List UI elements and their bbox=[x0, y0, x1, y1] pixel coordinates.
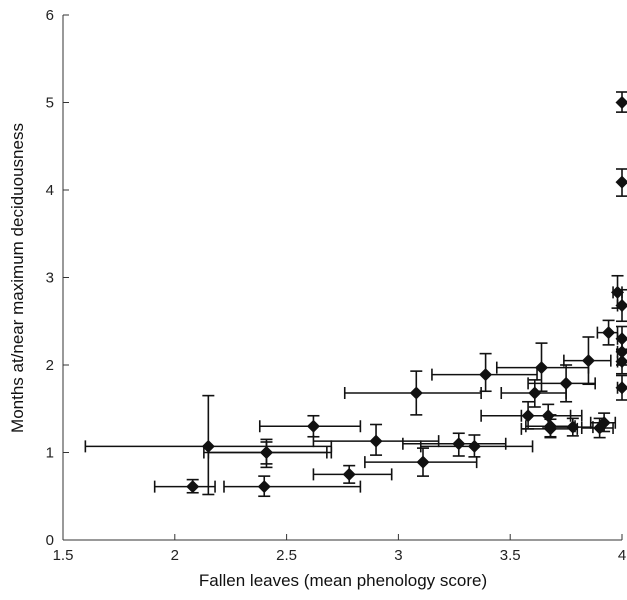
data-point bbox=[602, 326, 616, 340]
data-point bbox=[369, 434, 383, 448]
data-point bbox=[615, 332, 627, 346]
data-point bbox=[566, 420, 580, 434]
error-bars bbox=[84, 91, 627, 498]
y-tick-label: 1 bbox=[46, 445, 54, 462]
x-tick-label: 3 bbox=[394, 547, 402, 564]
data-point bbox=[528, 386, 542, 400]
x-axis-label: Fallen leaves (mean phenology score) bbox=[199, 571, 487, 590]
x-tick-label: 4 bbox=[618, 547, 626, 564]
y-axis-label: Months at/near maximum deciduousness bbox=[8, 123, 27, 433]
y-tick-label: 4 bbox=[46, 182, 54, 199]
data-point bbox=[581, 354, 595, 368]
data-point bbox=[452, 437, 466, 451]
data-point bbox=[409, 386, 423, 400]
data-point bbox=[257, 480, 271, 494]
data-point bbox=[597, 416, 611, 430]
x-tick-label: 1.5 bbox=[53, 547, 74, 564]
y-tick-label: 0 bbox=[46, 532, 54, 549]
x-tick-label: 2 bbox=[171, 547, 179, 564]
data-point bbox=[306, 419, 320, 433]
data-point bbox=[535, 361, 549, 375]
data-point bbox=[342, 467, 356, 481]
axis-labels: Fallen leaves (mean phenology score) Mon… bbox=[8, 123, 487, 590]
data-point bbox=[615, 96, 627, 109]
data-point bbox=[259, 446, 273, 459]
y-tick-label: 3 bbox=[46, 270, 54, 287]
data-point bbox=[201, 439, 215, 453]
axes: 1.5 2 2.5 3 3.5 4 0 1 2 3 4 5 6 bbox=[46, 7, 627, 564]
data-point bbox=[615, 345, 627, 359]
data-point bbox=[479, 368, 493, 382]
data-point bbox=[615, 299, 627, 312]
y-tick-label: 5 bbox=[46, 95, 54, 112]
data-point bbox=[615, 355, 627, 368]
data-point bbox=[416, 455, 430, 469]
data-point bbox=[543, 422, 557, 436]
data-point bbox=[186, 480, 200, 494]
y-tick-label: 2 bbox=[46, 357, 54, 374]
data-point bbox=[559, 376, 573, 390]
data-point bbox=[521, 409, 535, 423]
y-tick-label: 6 bbox=[46, 7, 54, 24]
x-tick-label: 2.5 bbox=[276, 547, 297, 564]
data-points bbox=[186, 96, 627, 494]
data-point bbox=[611, 285, 625, 299]
data-point bbox=[467, 439, 481, 453]
data-point bbox=[541, 409, 555, 423]
data-point bbox=[615, 381, 627, 395]
data-point bbox=[615, 175, 627, 189]
x-tick-label: 3.5 bbox=[500, 547, 521, 564]
